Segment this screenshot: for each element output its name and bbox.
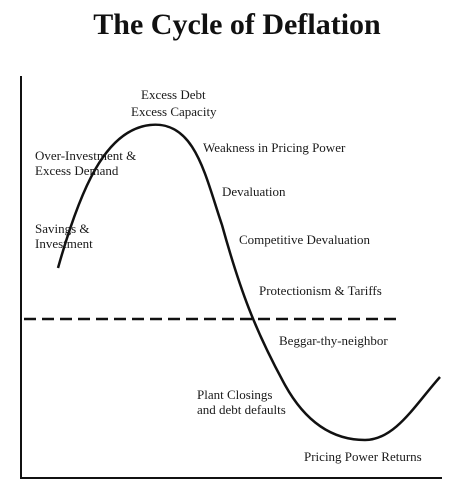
diagram-title: The Cycle of Deflation [93, 8, 381, 41]
label-debt-defaults: and debt defaults [197, 402, 286, 417]
label-plant-closings: Plant Closings [197, 387, 273, 402]
label-beggar-thy-neighbor: Beggar-thy-neighbor [279, 333, 388, 348]
label-investment: Investment [35, 236, 93, 251]
label-excess-debt: Excess Debt [141, 87, 206, 102]
cycle-curve [56, 123, 441, 442]
label-protectionism-tariffs: Protectionism & Tariffs [259, 283, 382, 298]
label-weakness-pricing-power: Weakness in Pricing Power [203, 140, 346, 155]
label-devaluation: Devaluation [222, 184, 286, 199]
label-pricing-power-returns: Pricing Power Returns [304, 449, 422, 464]
label-excess-demand: Excess Demand [35, 163, 119, 178]
label-over-investment: Over-Investment & [35, 148, 136, 163]
label-excess-capacity: Excess Capacity [131, 104, 217, 119]
label-savings: Savings & [35, 221, 90, 236]
label-competitive-devaluation: Competitive Devaluation [239, 232, 371, 247]
